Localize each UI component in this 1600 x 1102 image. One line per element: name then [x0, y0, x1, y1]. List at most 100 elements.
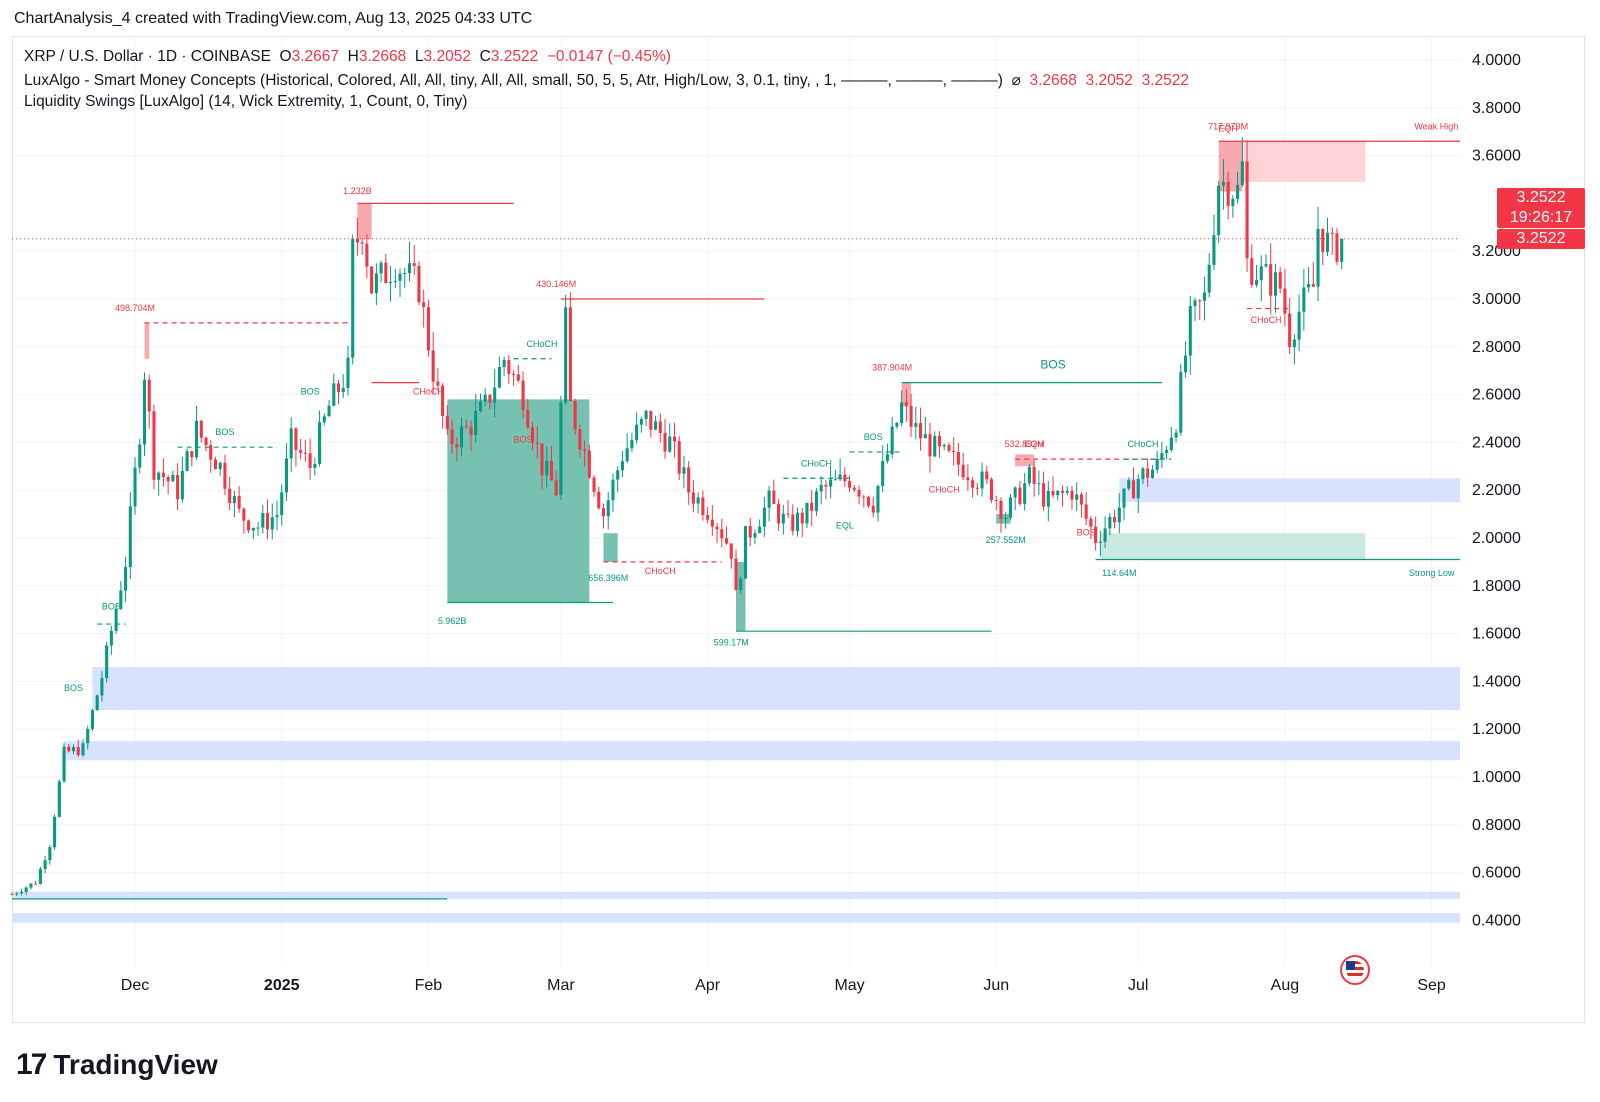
x-tick-label: May — [834, 977, 864, 994]
candle-body — [829, 479, 833, 487]
candle-body — [379, 262, 383, 274]
structure-label: 656.396M — [588, 573, 628, 583]
candle-body — [441, 385, 445, 416]
candle-body — [1131, 480, 1136, 499]
low-label: L — [414, 48, 424, 65]
close-value: 3.2522 — [490, 48, 539, 65]
high-label: H — [347, 48, 359, 65]
candle-body — [412, 263, 416, 266]
candle-body — [526, 410, 530, 428]
candle-body — [1160, 453, 1164, 459]
candle-body — [606, 500, 610, 517]
candle-body — [213, 459, 218, 470]
candle-body — [952, 450, 956, 452]
structure-label: 430.146M — [536, 279, 576, 289]
candle-body — [1165, 450, 1169, 454]
x-tick-label: Jul — [1128, 977, 1148, 994]
candle-body — [24, 887, 28, 892]
candle-body — [389, 281, 393, 283]
low-value: 3.2052 — [423, 48, 471, 65]
candle-body — [275, 515, 279, 518]
x-tick-label: Jun — [983, 977, 1009, 994]
candle-body — [29, 883, 33, 888]
candle-body — [516, 374, 520, 381]
candle-body — [786, 513, 790, 515]
candle-body — [1198, 300, 1202, 302]
structure-label: 114.64M — [1102, 568, 1136, 578]
structure-label: EQL — [836, 520, 854, 530]
candle-body — [398, 273, 402, 281]
candle-body — [989, 479, 994, 501]
candle-body — [753, 533, 757, 538]
candle-body — [720, 529, 724, 539]
y-tick-label: 0.6000 — [1472, 865, 1521, 882]
candle-body — [668, 436, 672, 452]
candle-body — [218, 462, 222, 470]
eye-slash-icon[interactable]: ⌀ — [1011, 72, 1021, 89]
candle-body — [767, 490, 771, 508]
candle-body — [933, 435, 937, 457]
candle-body — [1065, 490, 1069, 493]
structure-label: CHoCH — [929, 485, 960, 495]
candle-body — [71, 747, 76, 752]
candle-body — [341, 388, 345, 393]
candle-body — [1307, 283, 1311, 288]
candle-body — [706, 514, 710, 520]
candle-body — [332, 383, 336, 406]
candle-body — [1008, 497, 1012, 518]
candle-body — [1103, 528, 1107, 542]
candle-body — [1179, 372, 1183, 433]
candle-body — [630, 440, 634, 449]
candle-body — [1236, 185, 1240, 199]
candle-body — [1193, 300, 1197, 306]
candle-body — [1311, 283, 1315, 287]
candle-body — [971, 480, 975, 488]
candle-body — [663, 432, 667, 452]
us-flag-icon[interactable] — [1340, 955, 1370, 985]
candle-body — [895, 422, 899, 427]
candle-body — [620, 461, 624, 471]
last-price-tag: 3.2522 19:26:17 — [1497, 188, 1585, 228]
candle-body — [649, 410, 653, 430]
structure-label: CHoCH — [413, 387, 444, 397]
candle-body — [38, 868, 42, 884]
candle-body — [180, 470, 184, 500]
candle-body — [810, 502, 814, 511]
legend-indicator-liquidity[interactable]: Liquidity Swings [LuxAlgo] (14, Wick Ext… — [24, 93, 467, 111]
candle-body — [256, 527, 260, 529]
candle-body — [994, 500, 998, 502]
candle-body — [62, 746, 66, 782]
structure-label: 1.232B — [343, 186, 372, 196]
candle-body — [464, 426, 468, 428]
candle-body — [654, 421, 658, 430]
zone-blue — [12, 913, 1460, 923]
chart-frame — [12, 36, 1585, 1023]
candle-body — [67, 746, 71, 752]
candle-body — [1037, 483, 1041, 485]
candle-body — [583, 449, 587, 451]
candle-body — [1302, 287, 1306, 312]
legend-indicator-smc[interactable]: LuxAlgo - Smart Money Concepts (Historic… — [24, 71, 1189, 90]
candle-body — [862, 496, 866, 498]
zone-bear — [1218, 141, 1243, 192]
candle-body — [1136, 479, 1140, 499]
candle-body — [611, 479, 615, 501]
candle-body — [696, 497, 700, 504]
candle-body — [1141, 468, 1145, 480]
structure-label: Strong Low — [1409, 568, 1455, 578]
candle-body — [554, 480, 558, 496]
structure-label: 257.552M — [986, 535, 1026, 545]
candle-body — [374, 273, 378, 294]
symbol-title[interactable]: XRP / U.S. Dollar · 1D · COINBASE — [24, 48, 271, 65]
candle-body — [881, 460, 885, 486]
candle-body — [1013, 487, 1017, 498]
structure-label: CHoCH — [801, 458, 832, 468]
candle-body — [1084, 504, 1088, 519]
candle-body — [923, 434, 927, 439]
candle-body — [1202, 292, 1207, 301]
candle-body — [147, 379, 151, 412]
candle-body — [1278, 272, 1282, 289]
candle-body — [687, 467, 691, 493]
candle-body — [919, 423, 923, 439]
